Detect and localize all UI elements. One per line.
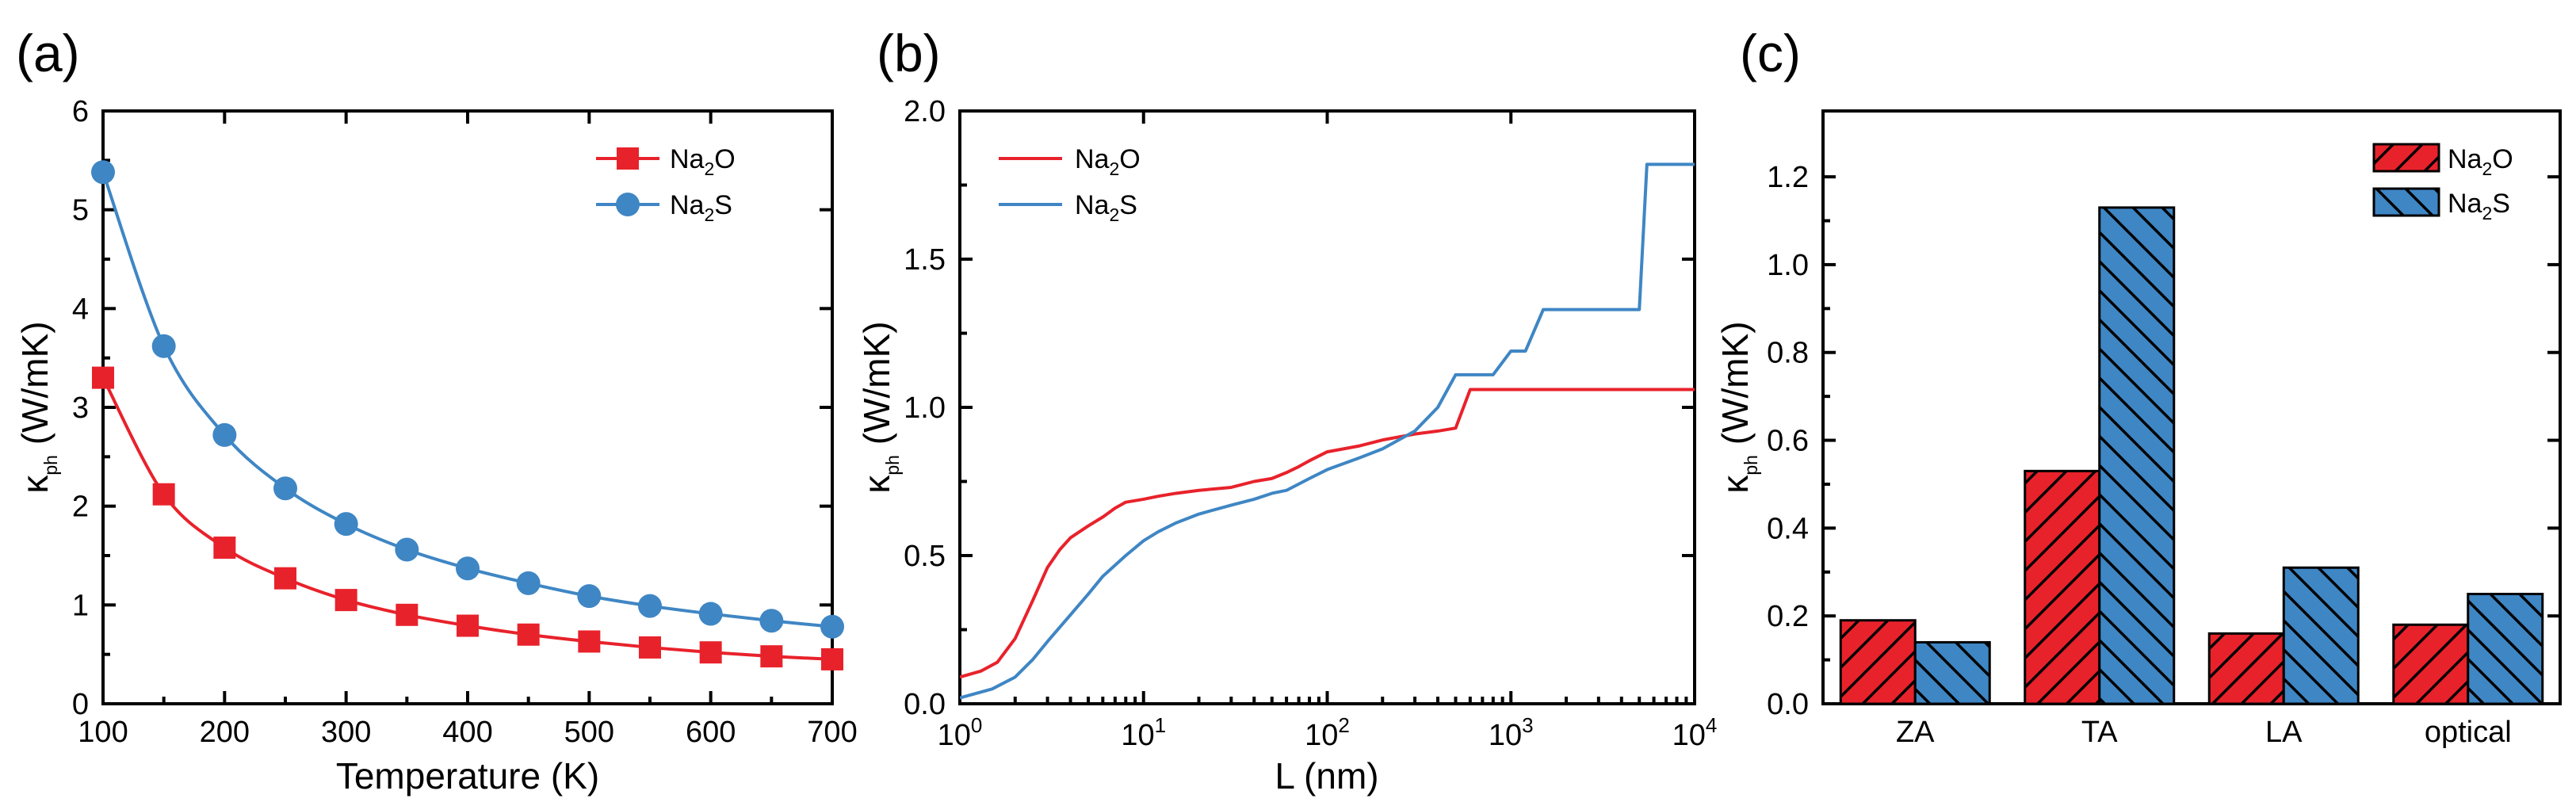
legend-swatch-na2o: [2372, 143, 2440, 173]
bar-na2s-la: [2282, 566, 2360, 705]
data-point-na2s: [273, 476, 297, 501]
data-point-na2o: [396, 603, 419, 626]
x-tick-label: 200: [200, 716, 250, 749]
y-tick-label: 1.0: [1767, 249, 1809, 282]
y-tick-label: 0.2: [1767, 600, 1809, 633]
x-tick-label: 500: [564, 716, 614, 749]
x-tick-label: 100: [938, 713, 983, 752]
panel-b-xlabel: L (nm): [1275, 755, 1378, 796]
data-point-na2s: [577, 584, 602, 609]
y-tick-label: 1: [72, 589, 89, 622]
data-point-na2s: [456, 556, 480, 581]
data-point-na2s: [638, 594, 662, 618]
y-tick-label: 0.0: [904, 688, 946, 721]
data-point-na2s: [395, 537, 419, 562]
panel-b-length-chart: (b) 100 101 102 103 104 0.0 0.5 1.0 1.5 2.0 L (nm…: [856, 24, 1717, 796]
series-line-na2s: [960, 162, 1695, 700]
legend-label-na2s: Na2S: [2448, 189, 2510, 223]
data-point-na2o: [517, 623, 540, 646]
data-point-na2o: [699, 641, 722, 664]
legend-marker-na2o: [617, 147, 639, 170]
data-point-na2o: [821, 647, 843, 670]
legend-label-na2s: Na2S: [1075, 190, 1137, 225]
x-tick-label: 400: [442, 716, 492, 749]
bar-na2o-la: [2207, 632, 2285, 705]
data-point-na2o: [760, 645, 783, 668]
data-point-na2s: [151, 334, 176, 358]
x-tick-label: 101: [1121, 713, 1166, 752]
y-tick-label: 1.5: [904, 243, 946, 277]
y-tick-label: 2.0: [904, 95, 946, 128]
x-tick-label: optical: [2425, 716, 2512, 749]
panel-a-xlabel: Temperature (K): [336, 755, 599, 796]
series-line-na2o: [960, 388, 1695, 679]
x-tick-label: LA: [2265, 716, 2303, 749]
panel-b-legend: Na2O Na2S: [999, 144, 1141, 225]
data-point-na2s: [91, 160, 115, 185]
y-tick-label: 0: [72, 688, 89, 721]
y-tick-label: 5: [72, 194, 89, 227]
data-point-na2s: [820, 614, 844, 639]
legend-label-na2o: Na2O: [1075, 144, 1141, 179]
panel-a-legend: Na2O Na2S: [596, 144, 736, 225]
y-tick-label: 0.4: [1767, 512, 1809, 545]
data-point-na2o: [152, 483, 175, 506]
bar-na2s-ta: [2098, 206, 2176, 705]
y-tick-label: 3: [72, 392, 89, 425]
y-tick-label: 0.8: [1767, 337, 1809, 370]
panel-c-ylabel: κph (W/mK): [1714, 321, 1761, 493]
x-tick-label: 600: [686, 716, 736, 749]
data-point-na2s: [516, 571, 541, 595]
panel-a-ylabel: κph (W/mK): [14, 321, 61, 493]
panel-b-ylabel: κph (W/mK): [856, 321, 903, 493]
x-tick-label: 104: [1672, 713, 1718, 752]
x-tick-label: 300: [321, 716, 371, 749]
data-point-na2s: [212, 422, 237, 447]
data-point-na2o: [274, 567, 296, 590]
data-point-na2o: [578, 630, 601, 653]
data-point-na2o: [639, 636, 661, 659]
y-tick-label: 0.6: [1767, 425, 1809, 458]
panel-b-label: (b): [877, 24, 941, 82]
bar-na2s-za: [1913, 640, 1991, 705]
data-point-na2o: [92, 366, 114, 389]
panel-c-label: (c): [1740, 24, 1801, 82]
panel-c-legend: Na2O Na2S: [2372, 143, 2513, 223]
panel-a-label: (a): [16, 24, 80, 82]
x-tick-label: 100: [78, 716, 128, 749]
x-tick-label: 103: [1489, 713, 1534, 752]
y-tick-label: 6: [72, 95, 89, 128]
x-tick-label: TA: [2081, 716, 2118, 749]
x-tick-label: 700: [807, 716, 857, 749]
y-tick-label: 0.5: [904, 540, 946, 573]
panel-a-temperature-chart: (a) 100 200 300 400 500 600 700 0 1 2 3 4 5 6 Tempera…: [14, 24, 858, 796]
x-tick-label: 102: [1305, 713, 1350, 752]
bar-na2o-za: [1839, 619, 1917, 705]
data-point-na2o: [334, 589, 357, 612]
y-tick-label: 0.0: [1767, 688, 1809, 721]
panel-c-mode-bar-chart: (c) 0.0 0.2 0.4 0.6 0.8 1.0 1.2 ZA TA LA optical κ…: [1714, 24, 2562, 749]
legend-swatch-na2s: [2372, 187, 2440, 217]
y-tick-label: 2: [72, 491, 89, 524]
data-point-na2o: [457, 614, 479, 637]
bar-na2o-ta: [2024, 469, 2101, 705]
y-tick-label: 4: [72, 292, 89, 326]
y-tick-label: 1.2: [1767, 161, 1809, 194]
legend-label-na2o: Na2O: [2448, 144, 2513, 179]
bar-na2o-optical: [2392, 623, 2470, 705]
data-point-na2s: [334, 512, 358, 537]
data-point-na2o: [213, 537, 236, 560]
legend-label-na2s: Na2S: [670, 190, 732, 225]
y-tick-label: 1.0: [904, 392, 946, 425]
bar-na2s-optical: [2467, 592, 2544, 705]
legend-label-na2o: Na2O: [670, 144, 736, 179]
data-point-na2s: [759, 609, 784, 633]
panel-c-plot-frame: [1821, 109, 2562, 705]
legend-marker-na2s: [616, 193, 640, 216]
data-point-na2s: [698, 602, 723, 626]
x-tick-label: ZA: [1896, 716, 1935, 749]
